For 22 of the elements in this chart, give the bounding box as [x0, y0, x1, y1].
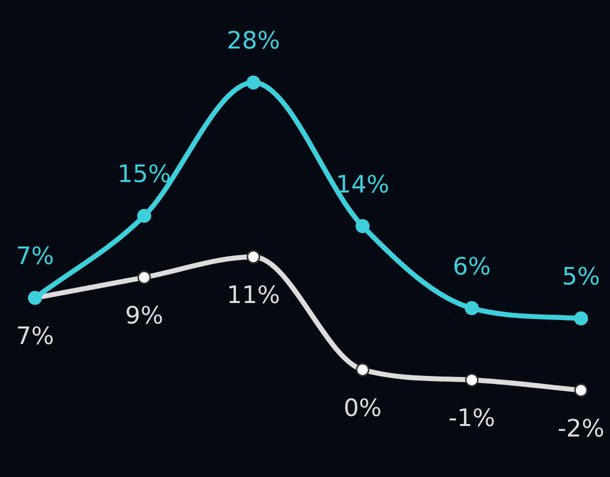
- data-label: 28%: [226, 26, 280, 55]
- data-label: 9%: [125, 302, 164, 330]
- data-label: 7%: [16, 242, 54, 270]
- data-label: 7%: [16, 322, 54, 350]
- point: [246, 76, 260, 90]
- data-label: 15%: [118, 160, 171, 188]
- point: [246, 250, 260, 264]
- point: [574, 311, 588, 326]
- data-label: 6%: [452, 252, 491, 280]
- data-label: -1%: [448, 404, 496, 432]
- data-label: 5%: [562, 262, 600, 291]
- data-label: -2%: [558, 414, 604, 442]
- point: [137, 208, 152, 223]
- data-label: 14%: [336, 170, 390, 198]
- point: [465, 373, 479, 387]
- data-label: 11%: [226, 281, 280, 310]
- point: [574, 383, 588, 397]
- point: [356, 219, 370, 234]
- point: [356, 362, 370, 376]
- point: [464, 301, 479, 316]
- point: [137, 270, 151, 284]
- data-label: 0%: [344, 394, 382, 422]
